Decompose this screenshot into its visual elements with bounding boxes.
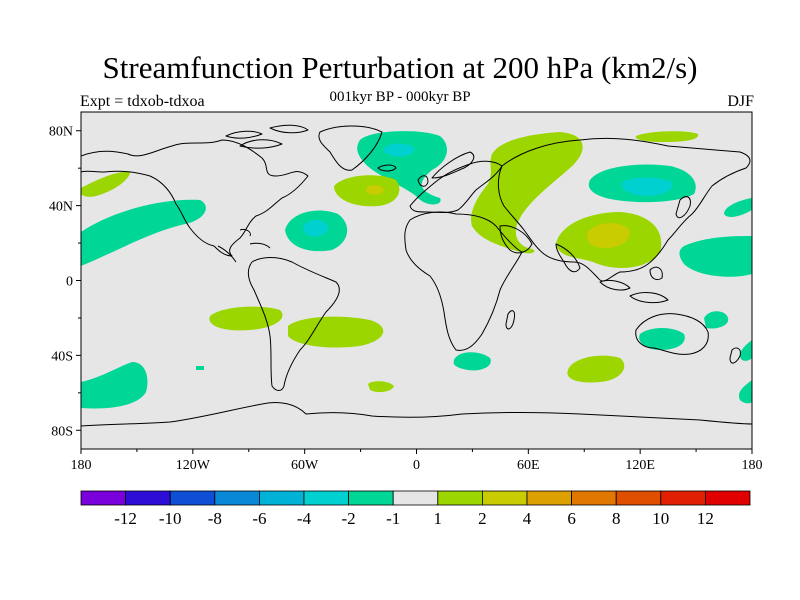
- coastline-europe: [409, 160, 503, 213]
- coastline-north-america: [81, 139, 309, 257]
- colorbar-swatch: [615, 490, 662, 506]
- colorbar-label: 10: [652, 509, 669, 528]
- colorbar-label: 1: [434, 509, 443, 528]
- coastlines: [81, 124, 752, 427]
- coastline-antarctica: [81, 401, 752, 427]
- season-label: DJF: [727, 93, 754, 110]
- contour-region: [357, 131, 447, 205]
- contour-region: [635, 131, 699, 142]
- contour-region: [639, 328, 685, 350]
- contour-region: [567, 355, 625, 383]
- contour-region: [366, 185, 384, 195]
- contour-region: [704, 311, 729, 329]
- colorbar-label: 6: [567, 509, 576, 528]
- colorbar-swatch: [571, 490, 617, 506]
- contour-region: [209, 306, 283, 331]
- colorbar-swatch: [258, 490, 305, 506]
- lon-tick-label: 60E: [517, 458, 540, 473]
- colorbar-label: -10: [159, 509, 182, 528]
- latitude-axis: 80N 40N 0 40S 80S: [49, 125, 81, 439]
- lon-tick-label: 120W: [176, 458, 211, 473]
- lon-tick-label: 60W: [291, 458, 319, 473]
- contour-region: [368, 381, 394, 393]
- lat-tick-label: 0: [66, 275, 73, 290]
- colorbar-swatch: [660, 490, 706, 506]
- contour-regions: [81, 131, 752, 409]
- colorbar: -12 -10 -8 -6 -4 -2 -1 1 2 4 6 8 10 12: [80, 490, 751, 528]
- colorbar-label: 4: [523, 509, 532, 528]
- contour-region: [81, 171, 130, 197]
- lat-tick-label: 40S: [51, 349, 73, 364]
- colorbar-label: 2: [478, 509, 487, 528]
- colorbar-label: -8: [208, 509, 222, 528]
- lon-tick-label: 0: [413, 458, 420, 473]
- colorbar-swatch: [169, 490, 216, 506]
- plot-subtitle: 001kyr BP - 000kyr BP: [329, 89, 471, 105]
- lat-tick-label: 80N: [49, 125, 73, 140]
- plot-title: Streamfunction Perturbation at 200 hPa (…: [102, 50, 698, 85]
- contour-region: [586, 223, 630, 248]
- lon-tick-label: 180: [71, 458, 92, 473]
- coastline-greenland: [318, 125, 383, 171]
- lon-tick-label: 120E: [625, 458, 655, 473]
- colorbar-label: -2: [342, 509, 356, 528]
- colorbar-swatch: [348, 490, 394, 506]
- coastline-africa: [404, 211, 523, 351]
- contour-region: [383, 143, 415, 157]
- colorbar-label: -1: [386, 509, 400, 528]
- colorbar-swatch: [705, 490, 751, 506]
- contour-region: [288, 316, 384, 348]
- colorbar-label: 8: [612, 509, 621, 528]
- lon-tick-label: 180: [742, 458, 763, 473]
- contour-region: [739, 340, 752, 361]
- lat-tick-label: 40N: [49, 200, 73, 215]
- colorbar-swatch: [303, 490, 349, 506]
- colorbar-swatch: [526, 490, 572, 506]
- lat-tick-label: 80S: [51, 424, 73, 439]
- contour-region: [738, 380, 752, 404]
- colorbar-label: -12: [114, 509, 137, 528]
- colorbar-swatch: [481, 490, 528, 506]
- contour-region: [679, 236, 752, 277]
- contour-region: [621, 177, 673, 196]
- coastline-australia: [635, 313, 709, 355]
- colorbar-swatch: [125, 490, 171, 506]
- contour-region: [81, 199, 206, 266]
- colorbar-swatch: [437, 490, 483, 506]
- contour-region: [196, 366, 204, 370]
- colorbar-label: 12: [697, 509, 714, 528]
- contour-region: [303, 220, 329, 237]
- coastline-south-america: [247, 257, 340, 391]
- contour-region: [471, 132, 583, 254]
- colorbar-swatch: [214, 490, 260, 506]
- contour-region: [81, 362, 148, 409]
- colorbar-label: -6: [252, 509, 266, 528]
- colorbar-swatch: [80, 490, 126, 506]
- experiment-label: Expt = tdxob-tdxoa: [80, 93, 205, 110]
- contour-region: [453, 352, 491, 371]
- colorbar-label: -4: [297, 509, 312, 528]
- colorbar-swatch: [392, 490, 439, 506]
- contour-region: [724, 198, 752, 217]
- coastline-asia: [497, 137, 751, 282]
- longitude-axis: 180 120W 60W 0 60E 120E 180: [71, 449, 763, 473]
